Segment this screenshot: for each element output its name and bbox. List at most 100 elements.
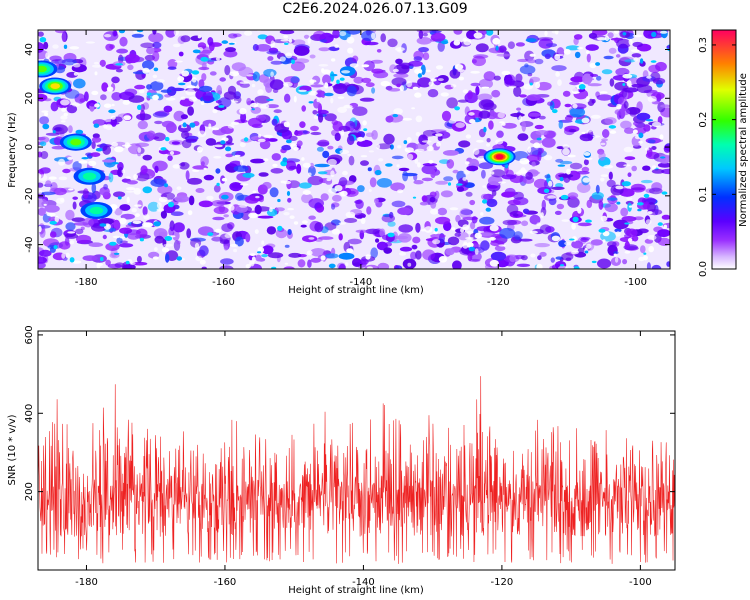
spectrum-blob (519, 94, 527, 98)
spectrum-blob (355, 199, 364, 210)
spectrum-gap (474, 248, 479, 255)
spectrum-gap (132, 220, 142, 225)
spectrum-gap (133, 174, 139, 180)
spectrum-blob (551, 65, 567, 72)
hotspot-level (70, 138, 82, 146)
spectrum-gap (438, 255, 448, 263)
spectrum-gap (406, 153, 414, 161)
spectrum-gap (415, 115, 423, 123)
spectrum-blob (384, 242, 392, 247)
spectrum-highlight (495, 45, 499, 51)
spectrum-gap (428, 159, 434, 164)
spectrum-blob (466, 109, 483, 118)
spectrum-blob (180, 35, 191, 43)
spectrum-highlight (42, 123, 50, 130)
spectrum-blob (312, 110, 318, 115)
spectrum-gap (465, 161, 470, 165)
spectrum-gap (38, 189, 43, 195)
spectrum-gap (432, 239, 441, 245)
spectrum-gap (306, 250, 313, 256)
spectrum-gap (623, 164, 631, 167)
spectrum-blob (387, 221, 396, 227)
spectrum-blob (421, 177, 433, 182)
spectrum-blob (347, 238, 362, 245)
spectrum-blob (209, 71, 217, 76)
spectrum-gap (360, 217, 366, 224)
spectrum-gap (630, 49, 640, 53)
spectrum-blob (310, 257, 321, 263)
spectrum-blob (223, 214, 229, 218)
hotspot (73, 167, 106, 185)
spectrum-blob (322, 150, 330, 159)
spectrum-blob (544, 53, 551, 60)
spectrum-highlight (573, 266, 580, 269)
spectrum-blob (152, 41, 162, 49)
spectrum-blob (422, 32, 428, 37)
spectrum-blob (142, 206, 148, 216)
spectrum-blob (651, 264, 662, 269)
spectrogram-frame (37, 29, 671, 270)
spectrum-blob (491, 89, 501, 98)
spectrum-blob (225, 135, 233, 145)
spectrum-blob (171, 141, 180, 145)
spectrum-gap (197, 146, 203, 153)
spectrum-highlight (108, 109, 116, 114)
spectrum-blob (582, 73, 593, 85)
spectrum-blob (470, 221, 476, 230)
spectrum-gap (67, 156, 73, 160)
spectrum-blob (437, 207, 448, 216)
spectrum-gap (313, 115, 318, 119)
spectrum-blob (483, 71, 496, 82)
spectrum-blob (38, 207, 46, 216)
spectrum-blob (61, 58, 77, 66)
spectrum-highlight (482, 199, 488, 204)
spectrum-blob (77, 190, 90, 194)
spectrum-blob (181, 139, 192, 149)
spectrum-highlight (75, 129, 84, 135)
spectrum-blob (73, 78, 86, 89)
spectrum-blob (375, 238, 380, 243)
spectrum-blob (661, 214, 670, 220)
spectrum-highlight (560, 264, 564, 267)
spectrum-gap (94, 103, 100, 108)
spectrum-blob (38, 256, 47, 264)
spectrum-blob (205, 138, 217, 146)
spectrum-blob (569, 162, 583, 170)
spectrum-blob (556, 203, 565, 210)
spectrum-highlight (136, 30, 144, 33)
spectrum-blob (390, 182, 405, 192)
spectrum-gap (188, 96, 198, 102)
spectrum-highlight (225, 146, 232, 152)
spectrum-gap (308, 237, 315, 240)
spectrum-blob (178, 51, 184, 57)
spectrum-blob (62, 168, 71, 174)
spectrum-blob (325, 253, 339, 259)
spectrum-blob (224, 65, 231, 76)
spectrum-blob (624, 127, 635, 134)
hotspot (483, 148, 516, 166)
spectrum-blob (314, 163, 330, 168)
spectrum-highlight (650, 60, 657, 63)
spectrum-highlight (257, 251, 262, 254)
spectrum-gap (231, 100, 239, 103)
spectrum-blob (402, 172, 418, 177)
spectrum-blob (327, 145, 334, 150)
spectrum-gap (61, 107, 67, 112)
spectrum-highlight (243, 137, 249, 142)
spectrum-gap (633, 57, 639, 62)
spectrum-blob (38, 93, 48, 102)
spectrum-blob (430, 32, 446, 42)
spectrum-highlight (468, 246, 475, 252)
spectrum-blob (410, 251, 417, 260)
spectrum-blob (607, 241, 617, 248)
spectrum-blob (127, 64, 134, 71)
x-tick-label: -140 (350, 277, 373, 288)
spectrum-blob (98, 218, 114, 225)
spectrum-highlight (557, 164, 566, 167)
spectrum-gap (626, 80, 632, 87)
spectrum-gap (60, 197, 65, 203)
snr-frame (37, 330, 676, 571)
spectrum-highlight (441, 40, 449, 45)
spectrum-highlight (178, 82, 186, 86)
y-tick-label: 200 (24, 482, 35, 501)
